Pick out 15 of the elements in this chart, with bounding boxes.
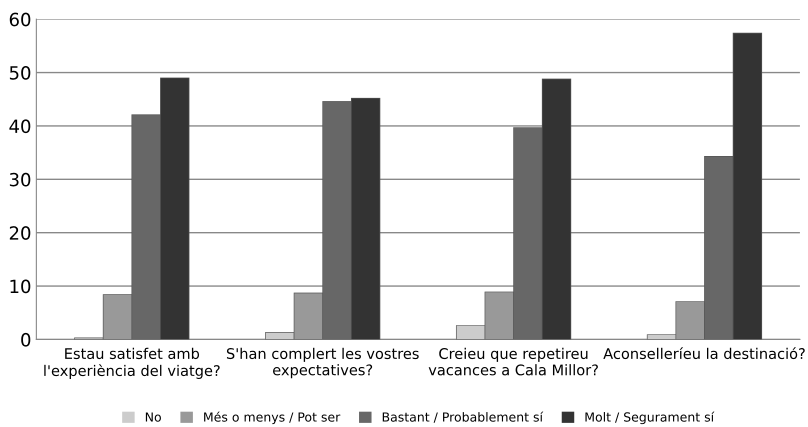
legend-label: Més o menys / Pot ser <box>204 412 340 424</box>
y-tick-label: 50 <box>10 66 30 80</box>
y-tick-label: 40 <box>9 119 30 134</box>
x-tick-label: S'han complert les vostres expectatives? <box>226 348 419 378</box>
y-tick-label: 30 <box>10 172 30 186</box>
legend-label: Molt / Segurament sí <box>585 412 714 424</box>
y-tick-label: 0 <box>21 332 30 347</box>
x-tick-label: Estau satisfet amb l'experiència del viatge? <box>44 348 220 379</box>
y-tick-label: 20 <box>10 226 30 240</box>
legend-label: No <box>146 412 161 422</box>
legend-label: Bastant / Probablement sí <box>382 412 544 423</box>
y-tick-label: 10 <box>10 280 30 294</box>
x-tick-label: Creieu que repetireu vacances a Cala Millor? <box>428 348 598 376</box>
x-tick-label: Aconselleríeu la destinació? <box>603 347 805 360</box>
y-tick-label: 60 <box>10 12 30 26</box>
